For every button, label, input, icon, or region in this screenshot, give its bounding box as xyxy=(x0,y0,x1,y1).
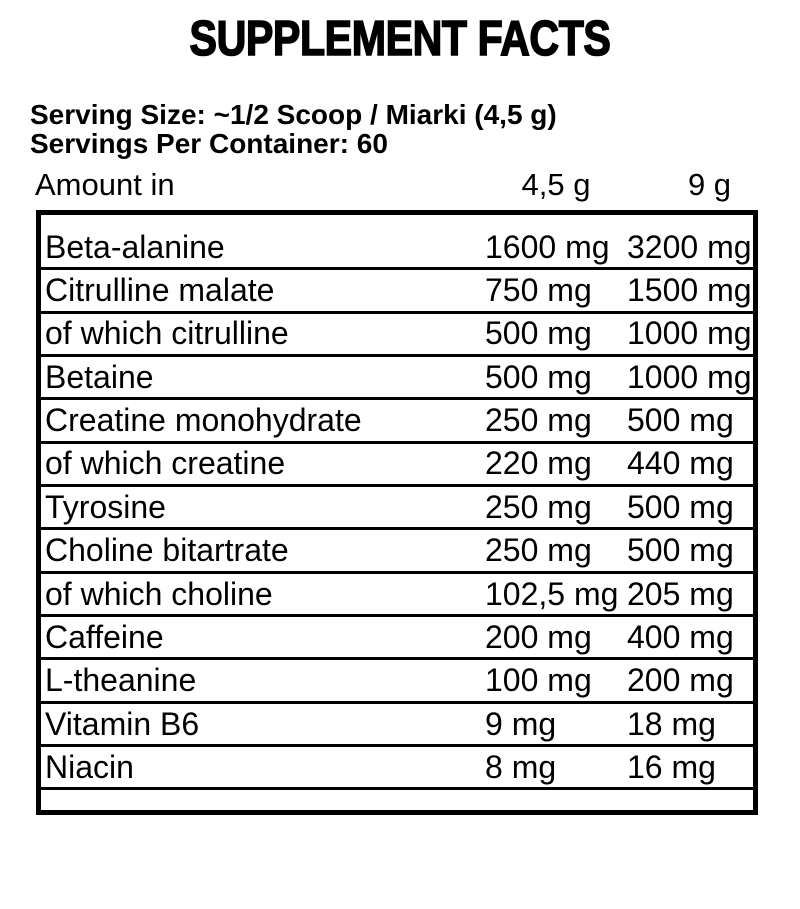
ingredient-name: Niacin xyxy=(45,748,134,785)
table-row: of which creatine 220 mg 440 mg xyxy=(41,444,753,488)
amount-per-serving: 100 mg xyxy=(485,662,592,699)
serving-info: Serving Size: ~1/2 Scoop / Miarki (4,5 g… xyxy=(30,100,557,158)
table-row: Vitamin B6 9 mg 18 mg xyxy=(41,704,753,748)
ingredient-name: Creatine monohydrate xyxy=(45,402,362,439)
servings-per-container-line: Servings Per Container: 60 xyxy=(30,128,388,159)
ingredient-name: Tyrosine xyxy=(45,488,166,525)
table-row: of which choline 102,5 mg 205 mg xyxy=(41,574,753,618)
amount-per-double-serving: 1000 mg xyxy=(627,315,752,352)
table-row: L-theanine 100 mg 200 mg xyxy=(41,660,753,704)
amount-per-double-serving: 400 mg xyxy=(627,618,734,655)
table-row: Citrulline malate 750 mg 1500 mg xyxy=(41,270,753,314)
amount-header-row: Amount in 4,5 g 9 g xyxy=(30,167,758,203)
table-row: Tyrosine 250 mg 500 mg xyxy=(41,487,753,531)
serving-size-line: Serving Size: ~1/2 Scoop / Miarki (4,5 g… xyxy=(30,99,557,130)
amount-per-double-serving: 1500 mg xyxy=(627,272,752,309)
ingredient-name: of which choline xyxy=(45,575,273,612)
amount-per-serving: 220 mg xyxy=(485,445,592,482)
amount-per-serving: 200 mg xyxy=(485,618,592,655)
table-row: of which citrulline 500 mg 1000 mg xyxy=(41,314,753,358)
ingredient-name: Vitamin B6 xyxy=(45,705,200,742)
amount-per-serving: 8 mg xyxy=(485,748,557,785)
amount-per-serving: 750 mg xyxy=(485,272,592,309)
ingredient-name: of which citrulline xyxy=(45,315,289,352)
amount-per-serving: 500 mg xyxy=(485,315,592,352)
ingredient-name: Citrulline malate xyxy=(45,272,275,309)
amount-per-double-serving: 205 mg xyxy=(627,575,734,612)
amount-per-double-serving: 440 mg xyxy=(627,445,734,482)
ingredient-name: Choline bitartrate xyxy=(45,532,289,569)
page-title: SUPPLEMENT FACTS xyxy=(189,12,612,66)
amount-per-serving: 250 mg xyxy=(485,488,592,525)
amount-per-double-serving: 500 mg xyxy=(627,402,734,439)
amount-per-serving: 250 mg xyxy=(485,402,592,439)
amount-per-serving: 102,5 mg xyxy=(485,575,619,612)
amount-per-double-serving: 1000 mg xyxy=(627,358,752,395)
amount-in-label: Amount in xyxy=(35,167,175,202)
amount-per-double-serving: 3200 mg xyxy=(627,228,752,265)
facts-table: Beta-alanine 1600 mg 3200 mg Citrulline … xyxy=(36,210,758,815)
table-row: Betaine 500 mg 1000 mg xyxy=(41,357,753,401)
table-row: Beta-alanine 1600 mg 3200 mg xyxy=(41,227,753,271)
column-header-serving: 4,5 g xyxy=(521,167,591,202)
amount-per-serving: 500 mg xyxy=(485,358,592,395)
table-row: Niacin 8 mg 16 mg xyxy=(41,747,753,791)
amount-per-double-serving: 16 mg xyxy=(627,748,716,785)
amount-per-serving: 9 mg xyxy=(485,705,557,742)
table-row: Choline bitartrate 250 mg 500 mg xyxy=(41,530,753,574)
amount-per-serving: 250 mg xyxy=(485,532,592,569)
ingredient-name: of which creatine xyxy=(45,445,286,482)
amount-per-double-serving: 500 mg xyxy=(627,532,734,569)
amount-per-double-serving: 200 mg xyxy=(627,662,734,699)
column-header-double-serving: 9 g xyxy=(687,167,732,202)
ingredient-name: Caffeine xyxy=(45,618,164,655)
ingredient-name: Betaine xyxy=(45,358,154,395)
amount-per-double-serving: 500 mg xyxy=(627,488,734,525)
amount-per-double-serving: 18 mg xyxy=(627,705,716,742)
ingredient-name: L-theanine xyxy=(45,662,197,699)
table-row: Caffeine 200 mg 400 mg xyxy=(41,617,753,661)
ingredient-name: Beta-alanine xyxy=(45,228,225,265)
amount-per-serving: 1600 mg xyxy=(485,228,610,265)
table-row: Creatine monohydrate 250 mg 500 mg xyxy=(41,400,753,444)
